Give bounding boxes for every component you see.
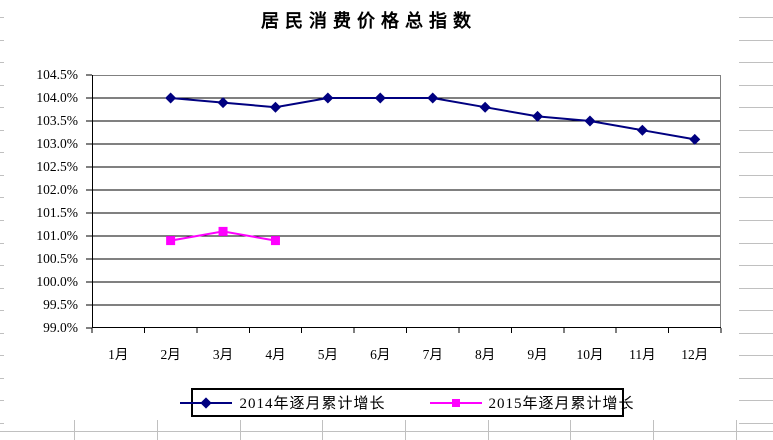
data-point-marker[interactable]	[270, 236, 280, 246]
data-point-marker[interactable]	[427, 92, 439, 104]
x-axis-label: 3月	[212, 347, 234, 362]
sheet-gridline	[739, 400, 773, 401]
y-axis-label: 101.5%	[36, 205, 78, 220]
sheet-gridline	[405, 420, 406, 440]
data-point-marker[interactable]	[689, 133, 701, 145]
sheet-gridline	[0, 378, 4, 379]
data-point-marker[interactable]	[322, 92, 334, 104]
x-axis-label: 6月	[370, 347, 391, 362]
sheet-gridline	[74, 420, 75, 440]
sheet-gridline	[322, 420, 323, 440]
x-axis-label: 9月	[527, 347, 548, 362]
y-axis-label: 99.5%	[43, 297, 78, 312]
sheet-gridline	[739, 130, 773, 131]
chart-title: 居民消费价格总指数	[261, 11, 477, 31]
sheet-gridline	[0, 265, 4, 266]
x-axis-label: 8月	[475, 347, 496, 362]
y-axis-label: 102.5%	[36, 159, 78, 174]
data-point-marker[interactable]	[165, 92, 177, 104]
sheet-gridline	[488, 420, 489, 440]
sheet-gridline	[0, 62, 4, 63]
data-point-marker[interactable]	[532, 110, 544, 122]
sheet-gridline	[739, 288, 773, 289]
legend-marker-2014-diamond-icon	[180, 396, 233, 409]
sheet-gridline	[0, 400, 4, 401]
y-axis-label: 99.0%	[43, 320, 78, 335]
series-2014年逐月累计增长[interactable]	[165, 92, 701, 145]
sheet-gridline	[0, 85, 4, 86]
sheet-gridline	[0, 107, 4, 108]
x-axis-label: 4月	[265, 347, 286, 362]
sheet-gridline	[739, 378, 773, 379]
sheet-gridline	[739, 197, 773, 198]
series-2015年逐月累计增长[interactable]	[166, 226, 280, 246]
sheet-gridline	[0, 431, 773, 432]
x-axis-label: 12月	[681, 347, 709, 362]
sheet-gridline	[0, 333, 4, 334]
sheet-gridline	[739, 355, 773, 356]
data-point-marker[interactable]	[217, 97, 229, 109]
y-axis-label: 104.0%	[36, 90, 78, 105]
sheet-gridline	[240, 420, 241, 440]
y-axis-label: 100.5%	[36, 251, 78, 266]
sheet-gridline	[739, 40, 773, 41]
x-axis-label: 7月	[422, 347, 443, 362]
sheet-gridline	[739, 107, 773, 108]
sheet-gridline	[0, 17, 4, 18]
y-axis-label: 100.0%	[36, 274, 78, 289]
sheet-gridline	[739, 62, 773, 63]
sheet-gridline	[739, 333, 773, 334]
sheet-gridline	[653, 420, 654, 440]
data-point-marker[interactable]	[584, 115, 596, 127]
y-axis-label: 103.0%	[36, 136, 78, 151]
sheet-gridline	[0, 130, 4, 131]
data-point-marker[interactable]	[218, 226, 228, 236]
sheet-gridline	[739, 152, 773, 153]
sheet-gridline	[739, 310, 773, 311]
x-axis-label: 10月	[576, 347, 604, 362]
sheet-gridline	[0, 40, 4, 41]
legend-marker-2015-square-icon	[429, 397, 482, 409]
data-point-marker[interactable]	[636, 124, 648, 136]
sheet-gridline	[0, 355, 4, 356]
sheet-gridline	[0, 197, 4, 198]
data-point-marker[interactable]	[269, 101, 281, 113]
sheet-gridline	[157, 420, 158, 440]
x-axis-label: 2月	[160, 347, 181, 362]
sheet-gridline	[739, 243, 773, 244]
sheet-gridline	[739, 423, 773, 424]
sheet-gridline	[0, 243, 4, 244]
sheet-gridline	[0, 175, 4, 176]
x-axis-label: 11月	[629, 347, 656, 362]
sheet-gridline	[0, 310, 4, 311]
y-axis-label: 102.0%	[36, 182, 78, 197]
series-line[interactable]	[170, 97, 695, 141]
y-axis-label: 103.5%	[36, 113, 78, 128]
sheet-gridline	[739, 17, 773, 18]
sheet-gridline	[739, 85, 773, 86]
sheet-gridline	[739, 265, 773, 266]
sheet-gridline	[739, 220, 773, 221]
sheet-gridline	[0, 152, 4, 153]
y-axis-label: 101.0%	[36, 228, 78, 243]
sheet-gridline	[0, 288, 4, 289]
sheet-gridline	[736, 420, 737, 440]
legend[interactable]: 2014年逐月累计增长 2015年逐月累计增长	[180, 388, 634, 417]
plot-svg	[86, 74, 722, 333]
data-point-marker[interactable]	[374, 92, 386, 104]
sheet-gridline	[0, 423, 4, 424]
sheet-gridline	[0, 220, 4, 221]
data-point-marker[interactable]	[166, 236, 176, 246]
x-axis-label: 5月	[317, 347, 338, 362]
y-axis-label: 104.5%	[36, 67, 78, 82]
data-point-marker[interactable]	[479, 101, 491, 113]
legend-label-2015: 2015年逐月累计增长	[488, 396, 635, 412]
x-axis-label: 1月	[108, 347, 129, 362]
sheet-gridline	[739, 175, 773, 176]
sheet-gridline	[570, 420, 571, 440]
legend-item-2015[interactable]: 2015年逐月累计增长	[429, 392, 635, 413]
legend-item-2014[interactable]: 2014年逐月累计增长	[180, 392, 385, 413]
legend-label-2014: 2014年逐月累计增长	[239, 396, 386, 412]
